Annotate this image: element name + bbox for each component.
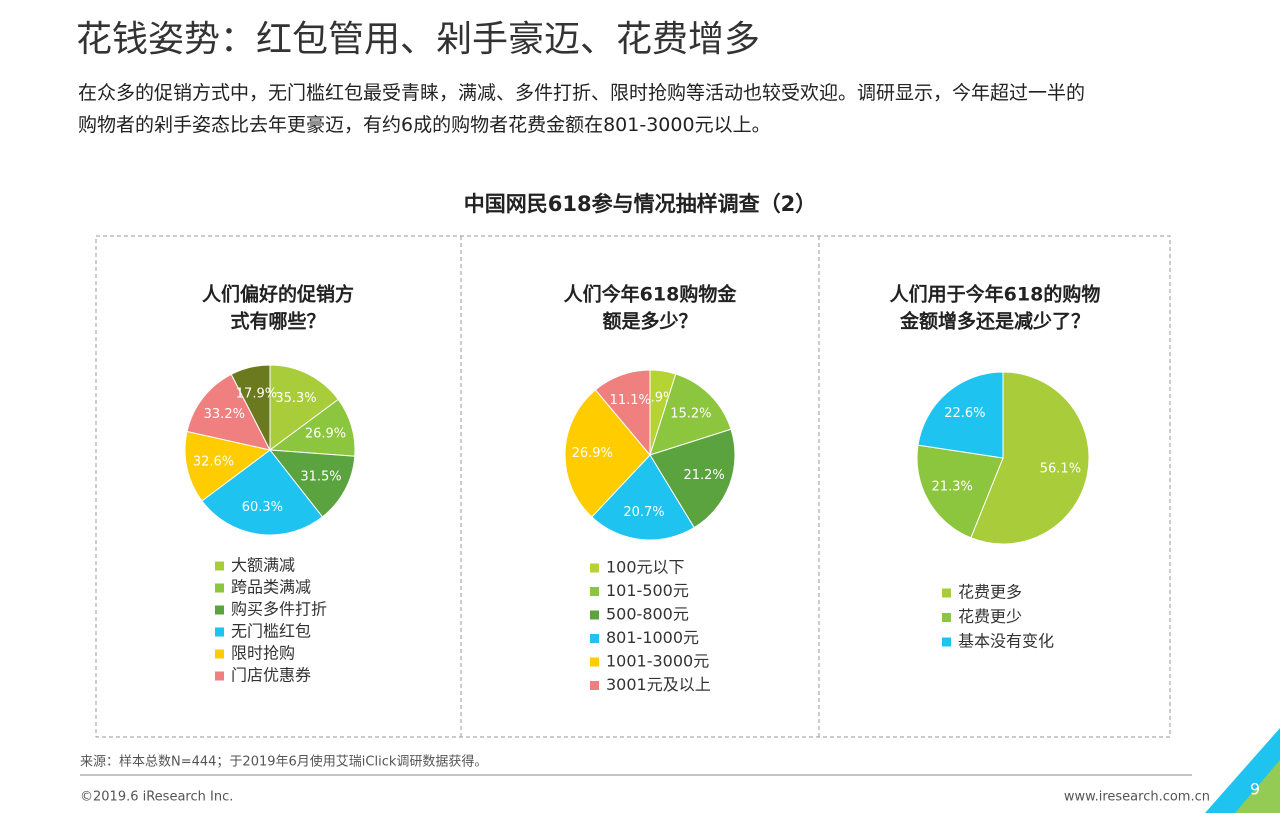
pie-slice	[649, 373, 732, 456]
pie-slice	[970, 371, 1090, 545]
legend-label: 花费更多	[958, 583, 1022, 602]
description-line: 购物者的剁手姿态比去年更豪迈，有约6成的购物者花费金额在801-3000元以上。	[78, 114, 771, 136]
legend-swatch	[590, 634, 599, 643]
pie-slice	[594, 369, 651, 457]
legend-label: 500-800元	[606, 605, 689, 624]
frame	[95, 235, 1171, 738]
source: 来源：样本总数N=444；于2019年6月使用艾瑞iClick调研数据获得。	[80, 754, 487, 770]
pie-slice	[917, 371, 1004, 459]
chart-title: 式有哪些？	[230, 310, 325, 333]
legend-swatch	[215, 627, 224, 637]
legend-label: 801-1000元	[606, 628, 699, 647]
legend-swatch	[942, 613, 951, 622]
legend-swatch	[215, 649, 224, 659]
corner-decoration	[1235, 760, 1280, 813]
legend-label: 1001-3000元	[606, 652, 709, 671]
pie-slice	[201, 449, 324, 536]
legend-swatch	[215, 583, 224, 593]
value-label: 11.1%	[610, 393, 651, 408]
value-label: 32.6%	[193, 455, 234, 470]
page-title: 花钱姿势：红包管用、剁手豪迈、花费增多	[76, 19, 761, 60]
legend-label: 大额满减	[231, 556, 295, 575]
pie-slice	[268, 449, 356, 518]
legend-label: 无门槛红包	[231, 622, 311, 641]
value-label: 22.6%	[944, 406, 985, 421]
value-label: 21.3%	[932, 479, 973, 494]
pie-slice	[916, 444, 1004, 539]
chart-title: 人们用于今年618的购物	[890, 283, 1101, 306]
legend-label: 基本没有变化	[958, 632, 1054, 651]
legend-swatch	[590, 681, 599, 690]
copyright: ©2019.6 iResearch Inc.	[80, 790, 233, 805]
chart-title: 人们今年618购物金	[564, 283, 738, 306]
value-label: 26.9%	[305, 426, 346, 441]
website: www.iresearch.com.cn	[1064, 790, 1210, 805]
legend-swatch	[215, 671, 224, 681]
value-label: 26.9%	[572, 446, 613, 461]
legend-label: 100元以下	[606, 558, 685, 577]
pie-slice	[591, 454, 695, 541]
legend-swatch	[590, 563, 599, 573]
pie-slice	[649, 428, 736, 529]
chart-title: 金额增多还是减少了？	[899, 310, 1090, 333]
pie-slice	[186, 373, 271, 451]
legend-label: 101-500元	[606, 581, 689, 600]
legend-label: 3001元及以上	[606, 675, 711, 694]
legend-label: 购买多件打折	[231, 600, 327, 619]
pie-slice	[269, 364, 339, 451]
legend-label: 跨品类满减	[231, 578, 311, 597]
page-number: 9	[1250, 780, 1260, 799]
section-title: 中国网民618参与情况抽样调查（2）	[463, 192, 817, 216]
value-label: 20.7%	[623, 505, 664, 520]
legend-label: 限时抢购	[231, 644, 295, 663]
chart-title: 额是多少？	[602, 310, 697, 333]
legend-swatch	[590, 610, 599, 620]
value-label: 33.2%	[204, 407, 245, 422]
value-label: 31.5%	[300, 470, 341, 485]
legend-swatch	[215, 605, 224, 615]
legend-swatch	[215, 561, 224, 571]
value-label: 21.2%	[683, 468, 724, 483]
pie-slice	[230, 364, 271, 451]
legend-swatch	[942, 588, 951, 598]
value-label: 35.3%	[275, 391, 316, 406]
legend-swatch	[942, 637, 951, 647]
legend-swatch	[590, 657, 599, 667]
value-label: 56.1%	[1040, 462, 1081, 477]
pie-slice	[564, 389, 651, 518]
value-label: 15.2%	[670, 407, 711, 422]
legend-swatch	[590, 587, 599, 596]
value-label: 17.9%	[236, 386, 277, 401]
value-label: 60.3%	[242, 500, 283, 515]
legend-label: 门店优惠券	[231, 666, 311, 685]
pie-slice	[184, 430, 272, 502]
legend-label: 花费更少	[958, 607, 1022, 626]
chart-title: 人们偏好的促销方	[202, 283, 354, 306]
description-line: 在众多的促销方式中，无门槛红包最受青睐，满减、多件打折、限时抢购等活动也较受欢迎…	[78, 82, 1086, 104]
